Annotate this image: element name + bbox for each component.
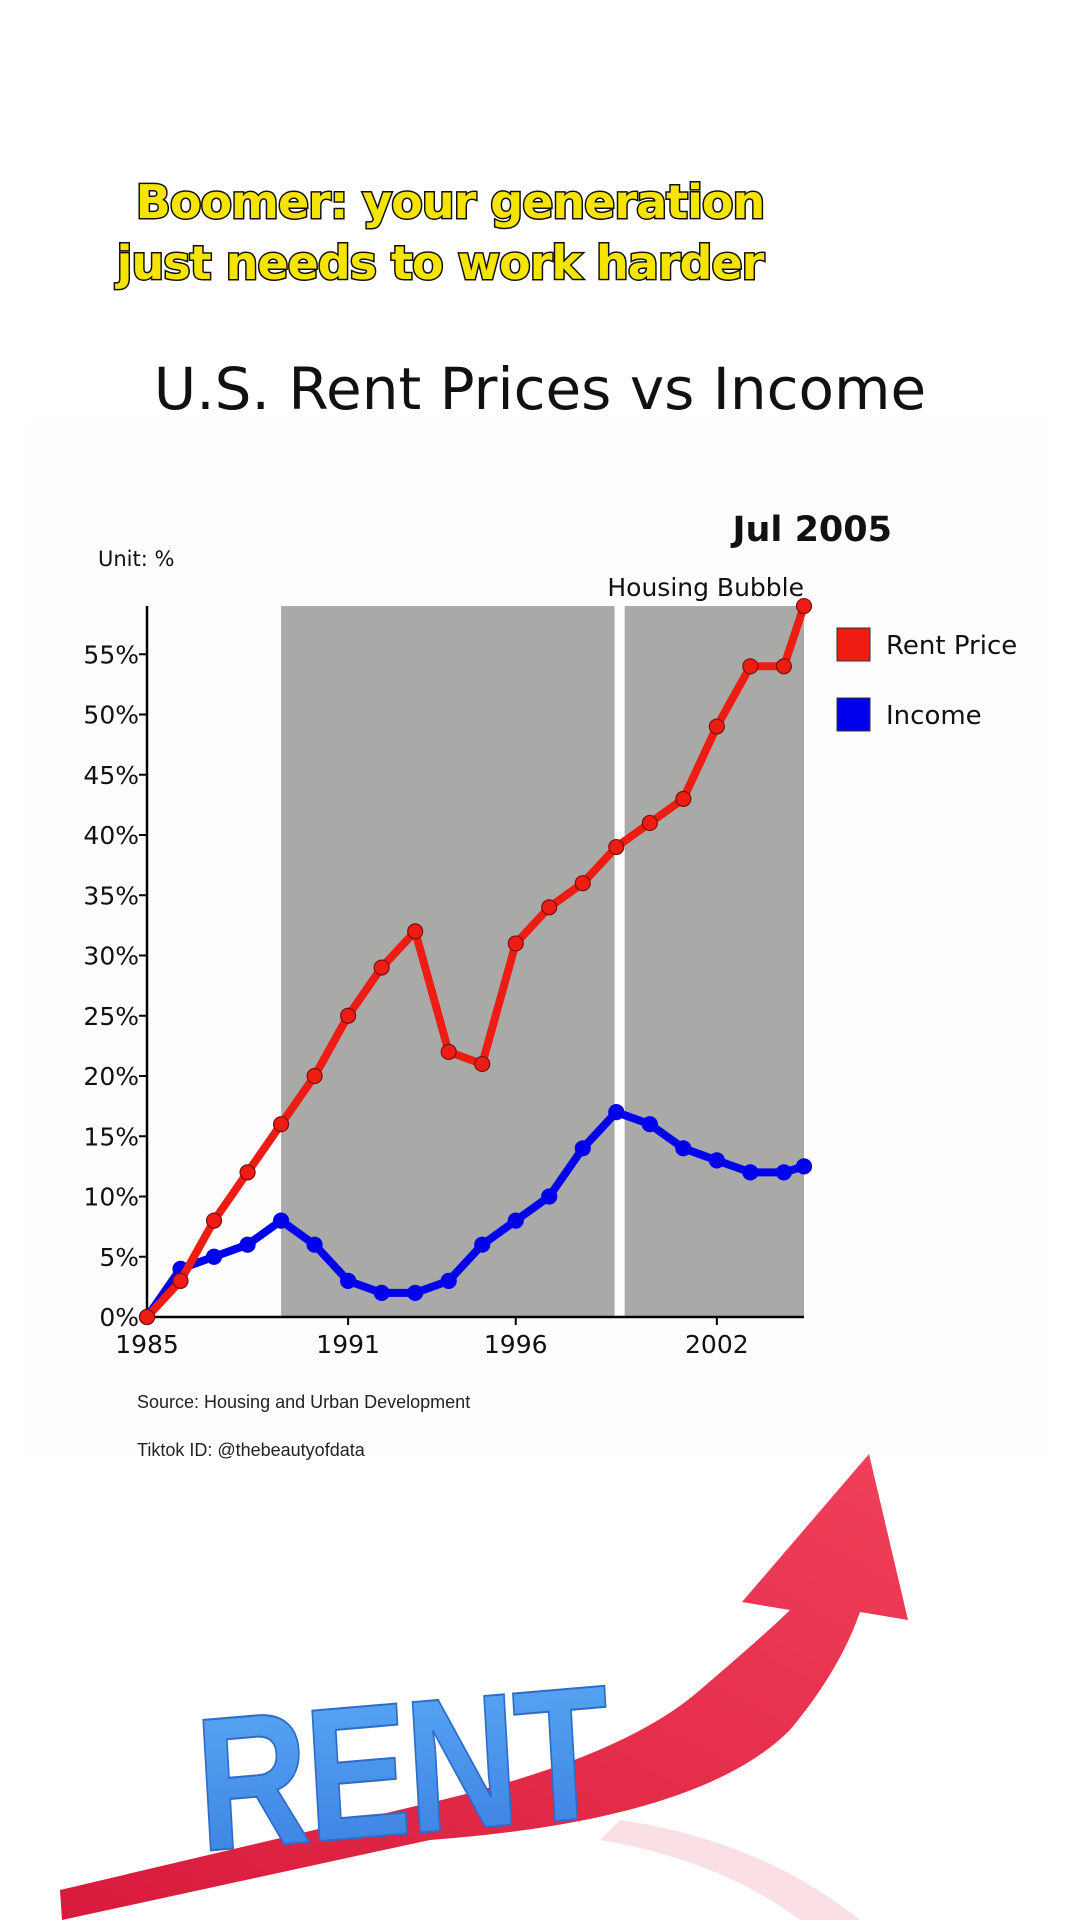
- data-point: [138, 1308, 156, 1326]
- y-tick-label: 30%: [83, 942, 139, 971]
- data-point: [742, 658, 759, 675]
- shaded-region: [281, 606, 615, 1317]
- data-point: [742, 1164, 759, 1181]
- data-point: [574, 1140, 591, 1157]
- rent-arrow-illustration: RENT: [60, 1454, 908, 1920]
- data-point: [541, 1188, 558, 1205]
- y-tick-label: 15%: [83, 1122, 139, 1151]
- x-tick-label: 1985: [115, 1330, 179, 1359]
- data-point: [340, 1272, 357, 1289]
- data-point: [373, 1284, 390, 1302]
- line-chart: 0% 5% 10% 15% 20% 25% 30% 35% 40% 45% 50% 55% 1985 19…: [83, 510, 1017, 1359]
- data-point: [205, 1212, 223, 1229]
- data-point: [795, 597, 813, 615]
- unit-label: Unit: %: [98, 547, 174, 571]
- y-tick-label: 55%: [83, 640, 139, 669]
- data-point: [507, 1212, 524, 1229]
- source-note: Source: Housing and Urban Development: [137, 1392, 471, 1412]
- annotation-label: Housing Bubble: [607, 573, 804, 602]
- y-tick-label: 35%: [83, 881, 139, 910]
- caption-line-2: just needs to work harder: [115, 235, 766, 292]
- legend-swatch: [836, 697, 871, 732]
- red-arrow: [60, 1454, 908, 1920]
- chart-panel: 0% 5% 10% 15% 20% 25% 30% 35% 40% 45% 50% 55% 1985 19…: [28, 420, 1048, 1460]
- y-tick-label: 20%: [83, 1062, 139, 1091]
- data-point: [507, 935, 524, 952]
- data-point: [373, 959, 390, 976]
- data-point: [675, 1140, 692, 1157]
- data-point: [407, 923, 424, 940]
- data-point: [440, 1043, 457, 1061]
- y-tick-label: 5%: [99, 1243, 139, 1272]
- legend-label: Rent Price: [886, 631, 1017, 661]
- x-tick-label: 1996: [484, 1330, 548, 1359]
- x-tick-label: 1991: [316, 1330, 380, 1359]
- data-point: [172, 1272, 189, 1289]
- data-point: [272, 1212, 290, 1229]
- data-point: [340, 1007, 357, 1024]
- data-point: [675, 790, 692, 807]
- data-point: [474, 1055, 491, 1073]
- tiktok-id: Tiktok ID: @thebeautyofdata: [137, 1440, 365, 1460]
- data-point: [440, 1272, 457, 1289]
- data-point: [641, 814, 658, 832]
- data-point: [775, 658, 792, 675]
- data-point: [574, 875, 591, 892]
- y-tick-label: 10%: [83, 1183, 139, 1212]
- data-point: [541, 899, 558, 916]
- y-tick-label: 40%: [83, 821, 139, 850]
- data-point: [306, 1236, 323, 1253]
- rent-word: RENT: [191, 1645, 615, 1892]
- data-point: [474, 1236, 491, 1253]
- data-point: [708, 718, 725, 735]
- data-point: [795, 1158, 813, 1175]
- data-point: [239, 1236, 256, 1253]
- arrow-reflection: [600, 1820, 860, 1920]
- y-tick-label: 0%: [99, 1303, 139, 1332]
- data-point: [306, 1067, 323, 1085]
- y-tick-label: 45%: [83, 761, 139, 790]
- date-label: Jul 2005: [730, 510, 892, 550]
- data-point: [641, 1116, 658, 1133]
- data-point: [205, 1248, 223, 1265]
- data-point: [608, 1104, 625, 1121]
- shaded-region: [624, 606, 804, 1317]
- data-point: [775, 1164, 792, 1181]
- data-point: [708, 1152, 725, 1169]
- data-point: [272, 1116, 290, 1133]
- data-point: [239, 1164, 256, 1181]
- x-tick-label: 2002: [685, 1330, 749, 1359]
- legend-swatch: [836, 627, 871, 662]
- y-tick-label: 25%: [83, 1002, 139, 1031]
- y-tick-label: 50%: [83, 701, 139, 730]
- page-title: U.S. Rent Prices vs Income: [153, 355, 927, 423]
- legend-label: Income: [886, 701, 982, 731]
- caption-line-1: Boomer: your generation: [134, 174, 766, 231]
- data-point: [608, 838, 625, 856]
- data-point: [407, 1284, 424, 1302]
